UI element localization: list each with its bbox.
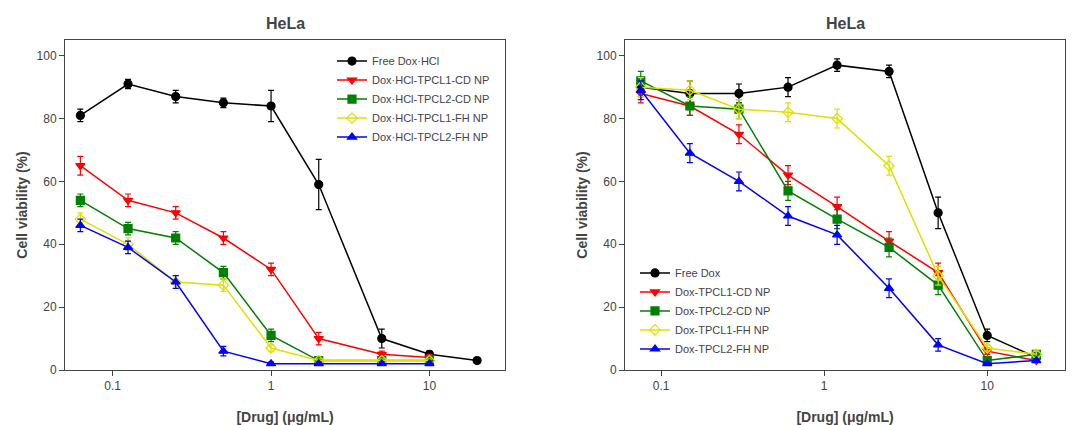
svg-text:40: 40 — [43, 237, 57, 251]
svg-text:Dox·HCl-TPCL2-CD NP: Dox·HCl-TPCL2-CD NP — [372, 93, 489, 105]
svg-text:Free Dox·HCl: Free Dox·HCl — [372, 55, 439, 67]
svg-text:Free Dox: Free Dox — [675, 267, 721, 279]
svg-text:HeLa: HeLa — [826, 15, 865, 32]
svg-text:20: 20 — [43, 300, 57, 314]
svg-text:100: 100 — [37, 49, 57, 63]
svg-text:0: 0 — [50, 363, 57, 377]
svg-text:100: 100 — [597, 49, 617, 63]
svg-text:[Drug] (μg/mL): [Drug] (μg/mL) — [796, 409, 893, 425]
svg-text:Dox·HCl-TPCL1-CD NP: Dox·HCl-TPCL1-CD NP — [372, 74, 489, 86]
svg-text:60: 60 — [43, 175, 57, 189]
svg-text:Cell viability (%): Cell viability (%) — [14, 151, 30, 258]
svg-text:Dox-TPCL2-CD NP: Dox-TPCL2-CD NP — [675, 305, 770, 317]
svg-text:0.1: 0.1 — [104, 379, 121, 393]
svg-text:80: 80 — [603, 112, 617, 126]
svg-text:10: 10 — [423, 379, 437, 393]
svg-text:Dox-TPCL2-FH NP: Dox-TPCL2-FH NP — [675, 343, 769, 355]
svg-text:60: 60 — [603, 175, 617, 189]
svg-text:80: 80 — [43, 112, 57, 126]
svg-text:20: 20 — [603, 300, 617, 314]
svg-text:0.1: 0.1 — [653, 379, 670, 393]
svg-text:10: 10 — [981, 379, 995, 393]
svg-text:Dox·HCl-TPCL1-FH NP: Dox·HCl-TPCL1-FH NP — [372, 112, 488, 124]
svg-text:40: 40 — [603, 237, 617, 251]
svg-text:Dox-TPCL1-FH NP: Dox-TPCL1-FH NP — [675, 324, 769, 336]
svg-text:1: 1 — [821, 379, 828, 393]
svg-text:Dox·HCl-TPCL2-FH NP: Dox·HCl-TPCL2-FH NP — [372, 131, 488, 143]
svg-text:0: 0 — [610, 363, 617, 377]
svg-text:Dox-TPCL1-CD NP: Dox-TPCL1-CD NP — [675, 286, 770, 298]
svg-text:Cell viability (%): Cell viability (%) — [574, 151, 590, 258]
svg-text:HeLa: HeLa — [266, 15, 305, 32]
svg-text:[Drug] (μg/mL): [Drug] (μg/mL) — [236, 409, 333, 425]
svg-text:1: 1 — [268, 379, 275, 393]
